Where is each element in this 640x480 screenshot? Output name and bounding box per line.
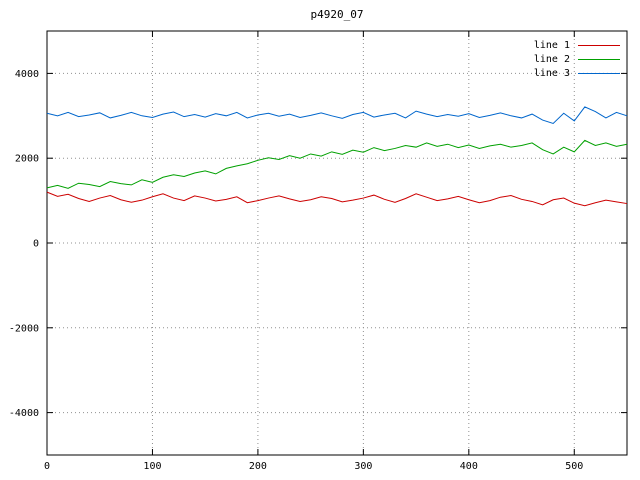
y-tick-label: 4000	[15, 69, 39, 80]
x-tick-label: 100	[143, 461, 161, 472]
series-line-1	[46, 191, 628, 207]
legend-row: line 1	[534, 38, 620, 52]
x-tick-label: 0	[44, 461, 50, 472]
y-tick-label: -2000	[9, 323, 39, 334]
legend-sample-line-1	[578, 44, 620, 46]
chart-title: p4920_07	[310, 8, 364, 21]
y-tick-label: -4000	[9, 408, 39, 419]
legend-label-line-1: line 1	[533, 39, 570, 51]
legend-sample-line-2	[578, 58, 620, 60]
x-tick-label: 400	[460, 461, 478, 472]
y-tick-label: 2000	[15, 154, 39, 165]
legend-row: line 2	[534, 52, 620, 66]
x-tick-label: 300	[354, 461, 372, 472]
legend-label-line-3: line 3	[533, 67, 570, 79]
legend-label-line-2: line 2	[533, 53, 570, 65]
series-line-2	[46, 139, 628, 189]
legend: line 1 line 2 line 3	[534, 38, 620, 80]
legend-row: line 3	[534, 66, 620, 80]
legend-sample-line-3	[578, 72, 620, 74]
x-tick-label: 200	[249, 461, 267, 472]
y-tick-label: 0	[33, 239, 39, 250]
series-line-3	[46, 106, 628, 124]
x-tick-label: 500	[565, 461, 583, 472]
